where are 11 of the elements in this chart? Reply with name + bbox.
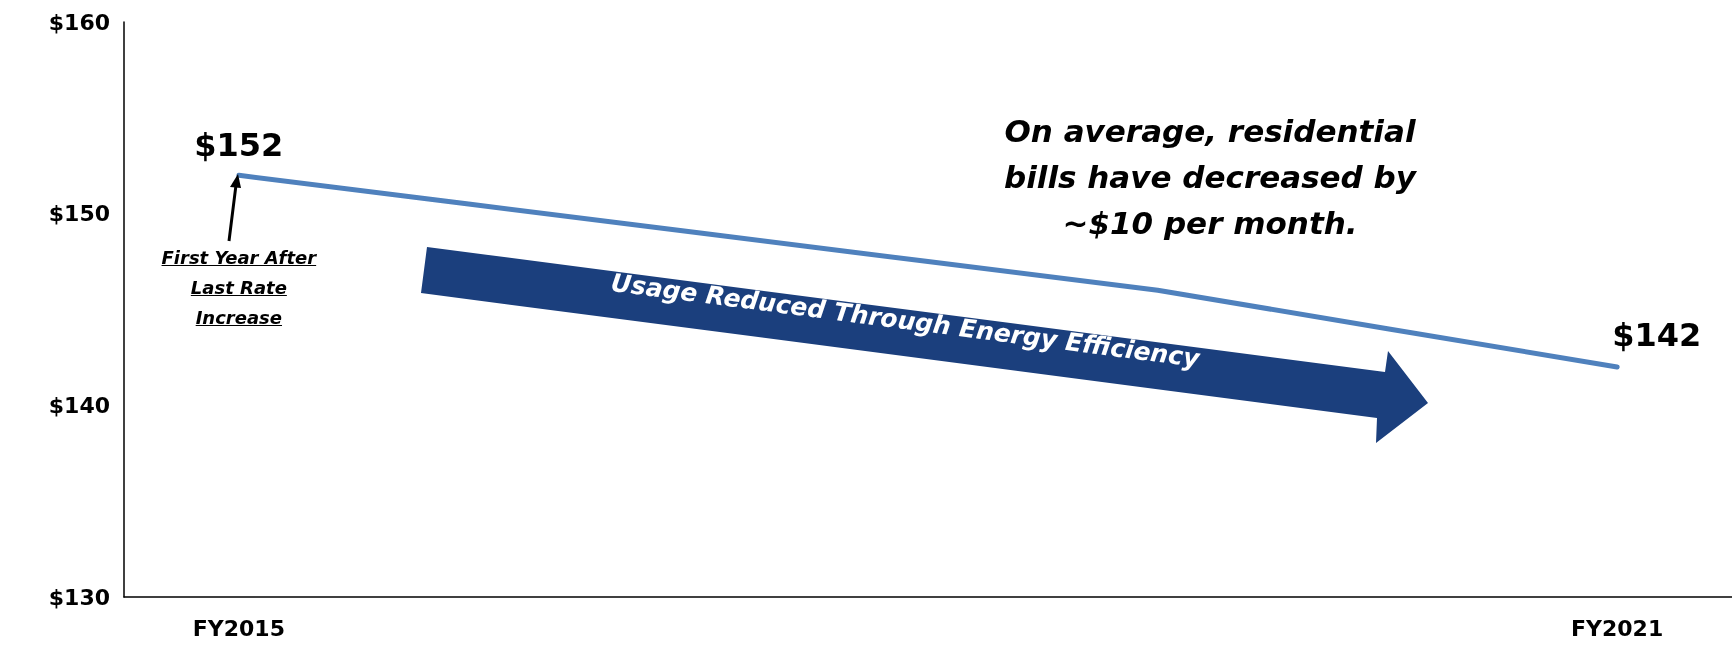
x-tick-label: FY2015	[192, 615, 285, 641]
y-tick-label: $130	[48, 584, 110, 610]
data-label: $152	[194, 126, 284, 165]
y-tick-label: $160	[48, 9, 110, 35]
x-tick-label: FY2021	[1571, 615, 1664, 641]
y-tick-label: $140	[48, 392, 110, 418]
data-label: $142	[1612, 316, 1702, 354]
annotation: First Year After Last Rate Increase	[160, 246, 318, 331]
y-tick-label: $150	[48, 201, 110, 227]
annotation: Usage Reduced Through Energy Efficiency	[609, 267, 1203, 374]
annotation: On average, residential bills have decreased by ~$10 per month.	[1003, 112, 1418, 243]
